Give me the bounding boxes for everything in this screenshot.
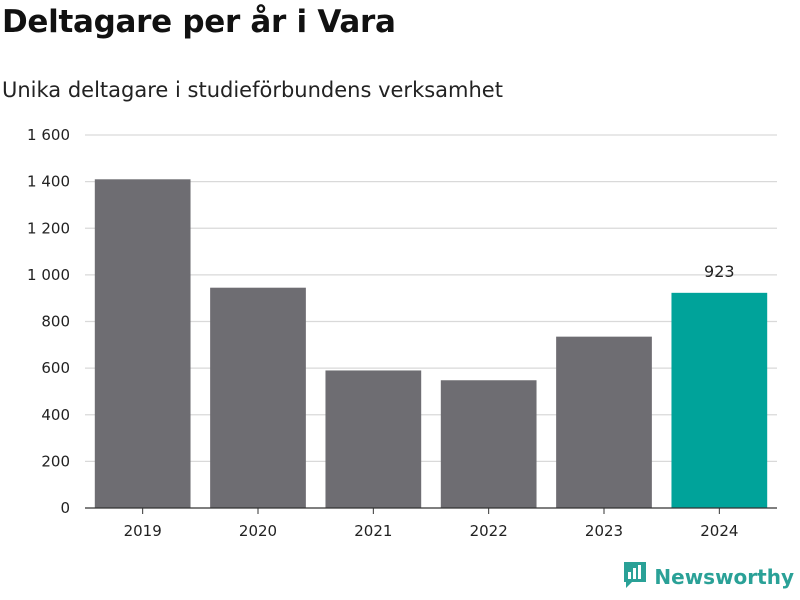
x-axis xyxy=(85,507,777,514)
x-tick-label: 2022 xyxy=(470,522,508,540)
bar-2020 xyxy=(210,287,306,508)
newsworthy-logo: Newsworthy xyxy=(622,560,794,594)
y-tick-label: 1 600 xyxy=(27,126,70,144)
x-tick-label: 2024 xyxy=(700,522,738,540)
y-tick-label: 1 200 xyxy=(27,219,70,237)
data-label: 923 xyxy=(704,262,735,281)
logo-text: Newsworthy xyxy=(654,565,794,589)
y-tick-label: 800 xyxy=(41,313,70,331)
bar-2024 xyxy=(671,292,768,508)
bar-2023 xyxy=(556,336,652,508)
y-tick-label: 1 000 xyxy=(27,266,70,284)
y-tick-label: 0 xyxy=(60,499,70,517)
grid-lines xyxy=(85,134,777,462)
bar-2022 xyxy=(440,380,537,508)
chart-title: Deltagare per år i Vara xyxy=(2,4,396,40)
y-tick-label: 600 xyxy=(41,359,70,377)
x-tick-label: 2021 xyxy=(354,522,392,540)
bar-2019 xyxy=(94,179,191,508)
tick-labels: 0 200 400 600 800 1 000 1 200 1 400 1 600 2019 202… xyxy=(27,126,738,540)
x-tick-label: 2023 xyxy=(585,522,623,540)
x-tick-label: 2019 xyxy=(124,522,162,540)
chart-subtitle: Unika deltagare i studieförbundens verks… xyxy=(2,78,503,102)
y-tick-label: 400 xyxy=(41,406,70,424)
x-tick-label: 2020 xyxy=(239,522,277,540)
bar-chart-logo-icon xyxy=(622,560,648,594)
y-tick-label: 200 xyxy=(41,452,70,470)
y-tick-label: 1 400 xyxy=(27,173,70,191)
bar-2021 xyxy=(325,370,422,508)
bars xyxy=(94,179,768,508)
